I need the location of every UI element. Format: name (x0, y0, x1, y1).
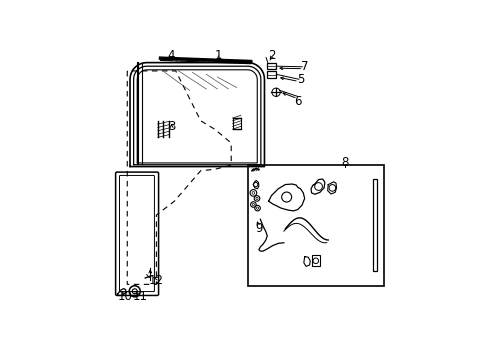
Text: 8: 8 (341, 156, 348, 169)
Text: 11: 11 (132, 290, 147, 303)
Text: 1: 1 (215, 49, 222, 62)
Text: 5: 5 (296, 73, 304, 86)
Bar (267, 72, 276, 77)
Bar (311, 255, 319, 266)
Text: 2: 2 (267, 49, 275, 62)
Text: 4: 4 (167, 49, 175, 62)
Bar (247, 165, 384, 286)
Bar (372, 179, 376, 270)
Text: 12: 12 (148, 274, 163, 287)
Text: 3: 3 (167, 120, 175, 133)
Text: 9: 9 (255, 222, 262, 235)
Text: 6: 6 (293, 95, 301, 108)
Text: 7: 7 (300, 60, 308, 73)
Bar (267, 63, 276, 69)
Text: 10: 10 (117, 290, 132, 303)
